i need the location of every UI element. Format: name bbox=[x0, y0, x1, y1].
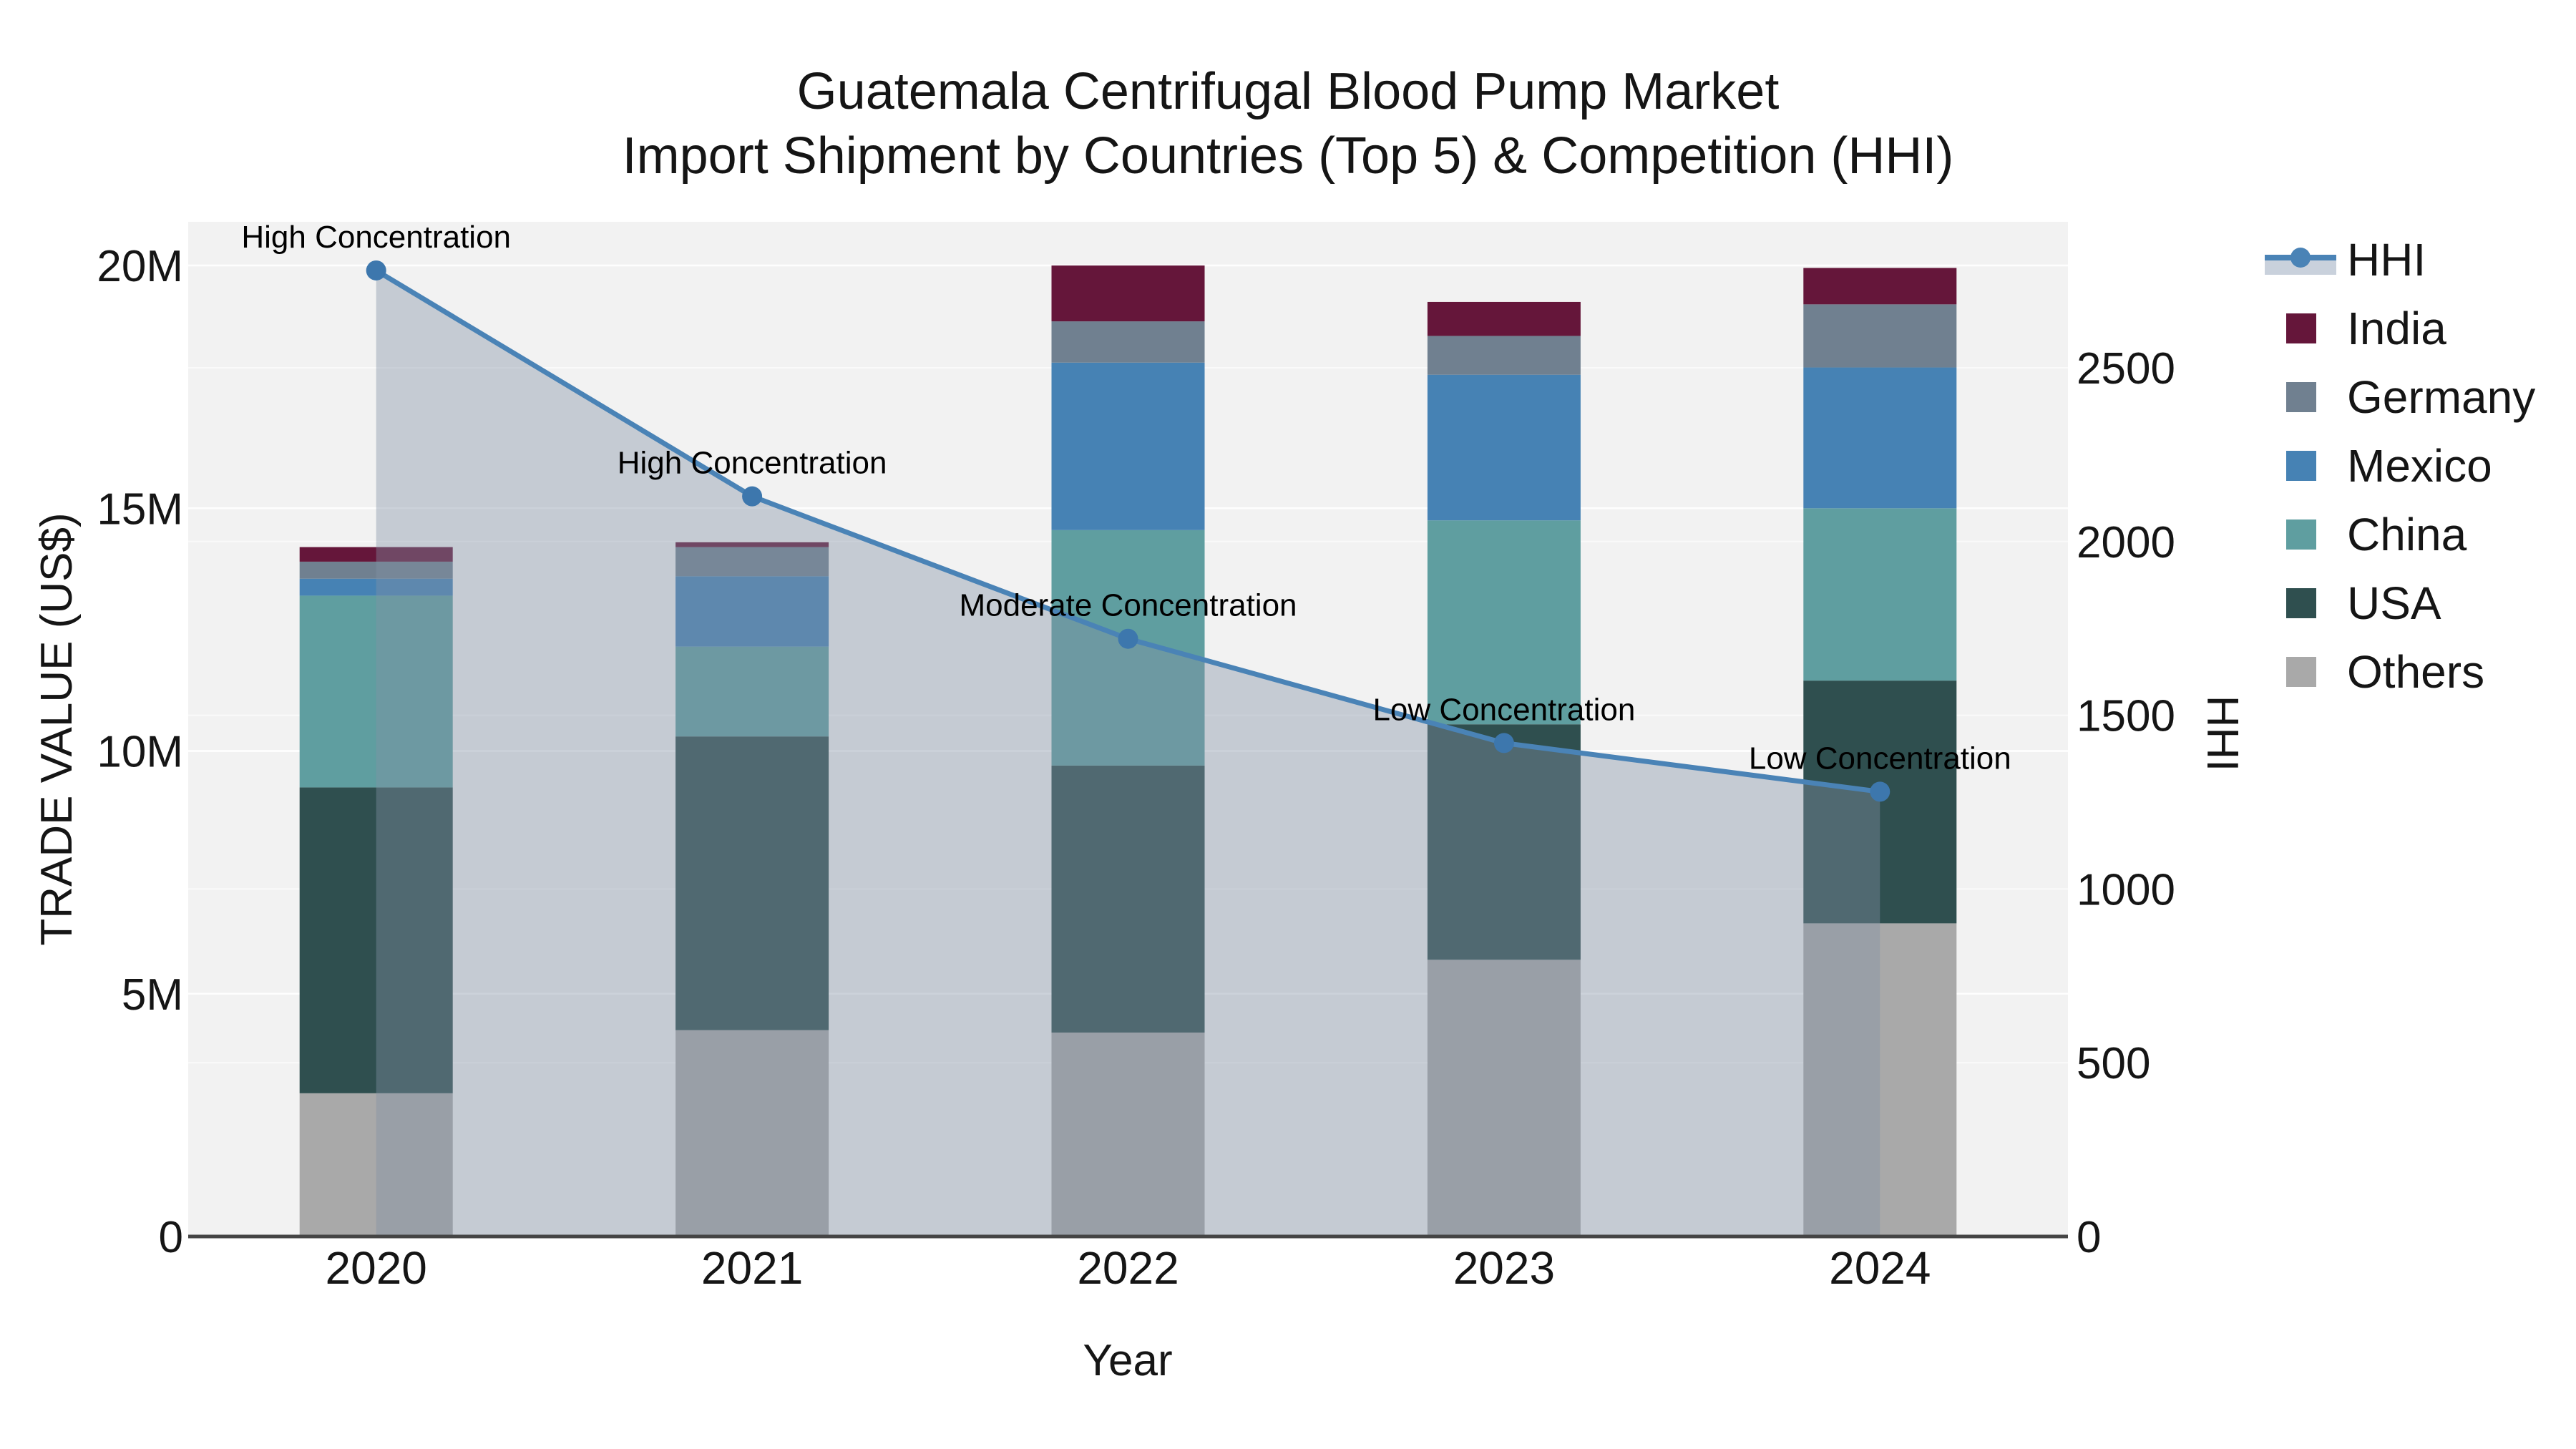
bar-segment-india-2024 bbox=[1803, 268, 1957, 305]
x-tick-2021: 2021 bbox=[701, 1242, 803, 1294]
bar-segment-mexico-2021 bbox=[675, 576, 829, 647]
annotation-2022: Moderate Concentration bbox=[959, 588, 1297, 623]
x-tick-2020: 2020 bbox=[326, 1242, 427, 1294]
annotation-2021: High Concentration bbox=[618, 446, 887, 481]
y-right-tick-0: 0 bbox=[2077, 1213, 2101, 1262]
bar-segment-china-2023 bbox=[1427, 520, 1581, 725]
legend-swatch-germany bbox=[2286, 382, 2316, 412]
bar-segment-usa-2022 bbox=[1051, 765, 1205, 1033]
y-left-tick-15M: 15M bbox=[97, 484, 183, 534]
bar-segment-india-2021 bbox=[675, 542, 829, 547]
bar-segment-others-2021 bbox=[675, 1030, 829, 1236]
legend-hhi-marker-swatch bbox=[2290, 248, 2311, 268]
bar-segment-germany-2020 bbox=[299, 561, 453, 579]
legend-label-others: Others bbox=[2347, 646, 2484, 698]
annotation-2023: Low Concentration bbox=[1372, 692, 1635, 727]
legend-swatch-india bbox=[2286, 313, 2316, 343]
bar-segment-china-2024 bbox=[1803, 508, 1957, 681]
bar-segment-germany-2021 bbox=[675, 547, 829, 577]
legend-label-mexico: Mexico bbox=[2347, 440, 2492, 492]
legend-label-india: India bbox=[2347, 303, 2446, 354]
legend-label-hhi: HHI bbox=[2347, 234, 2426, 286]
hhi-point-2023 bbox=[1493, 733, 1514, 753]
y-left-tick-5M: 5M bbox=[122, 970, 183, 1020]
legend-label-usa: USA bbox=[2347, 577, 2441, 629]
bar-segment-china-2020 bbox=[299, 595, 453, 788]
y-left-tick-20M: 20M bbox=[97, 242, 183, 291]
legend-swatch-china bbox=[2286, 519, 2316, 550]
plot-area: High Concentration High Concentration Mode… bbox=[188, 220, 2068, 1239]
bar-segment-others-2020 bbox=[299, 1093, 453, 1236]
legend-item-germany[interactable]: Germany bbox=[2286, 371, 2535, 423]
bar-segment-germany-2023 bbox=[1427, 336, 1581, 375]
legend-swatch-usa bbox=[2286, 588, 2316, 618]
legend-label-china: China bbox=[2347, 509, 2467, 560]
x-tick-2022: 2022 bbox=[1077, 1242, 1179, 1294]
bar-segment-mexico-2023 bbox=[1427, 374, 1581, 521]
legend-label-germany: Germany bbox=[2347, 371, 2535, 423]
hhi-point-2020 bbox=[366, 260, 386, 280]
bar-segment-germany-2024 bbox=[1803, 304, 1957, 368]
y-right-tick-500: 500 bbox=[2077, 1039, 2150, 1088]
legend-swatch-others bbox=[2286, 657, 2316, 687]
legend: HHI India Germany Mexico China USA Others bbox=[2265, 234, 2535, 698]
legend-item-usa[interactable]: USA bbox=[2286, 577, 2441, 629]
legend-item-mexico[interactable]: Mexico bbox=[2286, 440, 2492, 492]
bar-segment-usa-2023 bbox=[1427, 724, 1581, 960]
chart-title-line1: Guatemala Centrifugal Blood Pump Market bbox=[797, 63, 1780, 120]
legend-item-india[interactable]: India bbox=[2286, 303, 2446, 354]
bar-segment-others-2024 bbox=[1803, 923, 1957, 1236]
bar-segment-mexico-2024 bbox=[1803, 367, 1957, 509]
bar-segment-usa-2020 bbox=[299, 787, 453, 1093]
y-right-tick-2500: 2500 bbox=[2077, 344, 2175, 394]
y-left-axis-title: TRADE VALUE (US$) bbox=[32, 512, 82, 945]
y-right-tick-1000: 1000 bbox=[2077, 865, 2175, 914]
y-left-tick-0: 0 bbox=[159, 1213, 183, 1262]
y-right-tick-2000: 2000 bbox=[2077, 518, 2175, 567]
legend-item-hhi[interactable]: HHI bbox=[2265, 234, 2426, 286]
legend-item-china[interactable]: China bbox=[2286, 509, 2467, 560]
hhi-area-fill bbox=[376, 270, 1880, 1236]
x-tick-2024: 2024 bbox=[1829, 1242, 1931, 1294]
bar-segment-china-2021 bbox=[675, 646, 829, 737]
bar-segment-india-2020 bbox=[299, 547, 453, 562]
y-right-axis-title: HHI bbox=[2197, 696, 2247, 772]
bar-segment-germany-2022 bbox=[1051, 321, 1205, 363]
x-axis-title: Year bbox=[1083, 1336, 1172, 1385]
hhi-point-2021 bbox=[742, 486, 763, 507]
bar-segment-others-2022 bbox=[1051, 1033, 1205, 1236]
x-tick-2023: 2023 bbox=[1453, 1242, 1555, 1294]
bar-segment-india-2022 bbox=[1051, 265, 1205, 322]
hhi-point-2022 bbox=[1118, 628, 1138, 649]
legend-item-others[interactable]: Others bbox=[2286, 646, 2484, 698]
chart-title-line2: Import Shipment by Countries (Top 5) & C… bbox=[623, 127, 1954, 185]
y-right-tick-1500: 1500 bbox=[2077, 692, 2175, 741]
bar-segment-mexico-2020 bbox=[299, 578, 453, 596]
annotation-2024: Low Concentration bbox=[1749, 741, 2011, 776]
bar-segment-india-2023 bbox=[1427, 301, 1581, 336]
bar-segment-others-2023 bbox=[1427, 960, 1581, 1236]
bar-segment-usa-2021 bbox=[675, 736, 829, 1030]
hhi-point-2024 bbox=[1870, 781, 1890, 802]
y-left-tick-10M: 10M bbox=[97, 728, 183, 777]
legend-swatch-mexico bbox=[2286, 451, 2316, 481]
bar-segment-mexico-2022 bbox=[1051, 362, 1205, 530]
bar-segment-usa-2024 bbox=[1803, 680, 1957, 924]
annotation-2020: High Concentration bbox=[241, 220, 511, 255]
axis-ticks: 0 5M 10M 15M 20M 0 500 1000 1500 2000 2500 2020 2021… bbox=[97, 242, 2175, 1294]
